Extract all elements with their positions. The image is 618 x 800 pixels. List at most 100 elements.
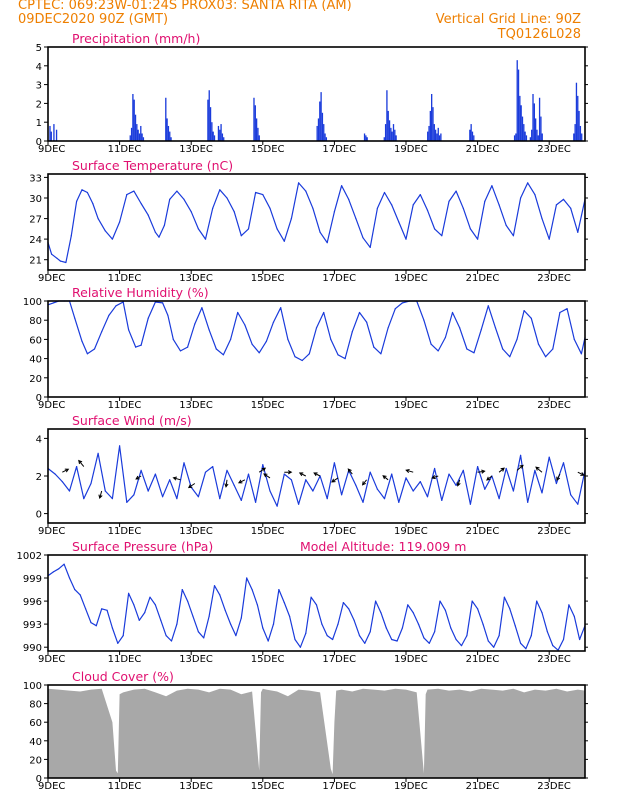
x-tick-label: 21DEC <box>466 781 500 792</box>
precip-bar <box>324 133 326 141</box>
pressure-data-point <box>332 638 334 641</box>
pressure-data-point <box>466 635 468 637</box>
humidity-data-point <box>545 356 547 358</box>
wind-data-point <box>76 466 78 468</box>
precip-bar <box>573 133 575 141</box>
x-tick-label: 21DEC <box>466 526 500 537</box>
temperature-data-point <box>498 204 500 206</box>
y-tick-label: 27 <box>29 215 42 226</box>
precip-bar <box>384 124 387 141</box>
wind-data-point <box>333 462 335 464</box>
humidity-data-point <box>516 338 518 340</box>
humidity-data-point <box>323 311 325 314</box>
humidity-data-point <box>552 348 554 350</box>
x-tick-label: 13DEC <box>179 400 213 411</box>
x-tick-label: 13DEC <box>179 144 213 155</box>
humidity-data-point <box>201 307 203 309</box>
y-tick-label: 40 <box>29 355 42 366</box>
precip-bar <box>212 131 214 141</box>
pressure-data-point <box>181 589 183 591</box>
wind-data-point <box>240 499 242 501</box>
temperature-data-point <box>76 200 78 202</box>
x-tick-label: 23DEC <box>537 400 571 411</box>
temperature-data-point <box>283 240 285 242</box>
wind-data-point <box>247 473 250 475</box>
wind-direction-arrow <box>187 483 196 489</box>
temperature-plot-frame <box>47 173 586 271</box>
pressure-data-point <box>396 640 398 642</box>
x-tick-label: 21DEC <box>466 654 500 665</box>
temperature-data-point <box>348 198 350 200</box>
x-tick-label: 19DEC <box>394 526 428 537</box>
wind-direction-arrow <box>313 472 321 477</box>
wind-direction-arrow <box>486 475 493 481</box>
humidity-data-point <box>437 350 439 352</box>
x-tick-label: 17DEC <box>322 400 356 411</box>
temperature-data-point <box>355 218 357 220</box>
pressure-data-point <box>262 627 264 629</box>
humidity-data-point <box>265 340 267 342</box>
pressure-data-point <box>246 577 248 579</box>
humidity-data-point <box>487 305 489 307</box>
precip-bar <box>383 137 385 141</box>
x-tick-label: 21DEC <box>466 273 500 284</box>
x-tick-label: 9DEC <box>38 273 65 284</box>
humidity-data-point <box>459 327 461 329</box>
x-tick-label: 13DEC <box>179 781 213 792</box>
x-tick-label: 13DEC <box>179 526 213 537</box>
wind-data-point <box>111 498 113 500</box>
temperature-data-point <box>491 185 493 187</box>
pressure-data-point <box>460 645 463 647</box>
wind-data-point <box>119 445 121 447</box>
temperature-data-point <box>405 238 407 240</box>
wind-direction-arrow <box>62 468 70 473</box>
x-tick-label: 21DEC <box>466 144 500 155</box>
y-tick-label: 1 <box>36 118 42 129</box>
pressure-data-point <box>450 627 452 629</box>
precip-bar <box>429 110 432 141</box>
pressure-data-point <box>283 602 285 604</box>
temperature-data-point <box>197 228 199 230</box>
y-tick-label: 4 <box>36 434 42 445</box>
wind-data-point <box>477 466 479 468</box>
wind-data-point <box>255 501 257 503</box>
temperature-data-point <box>219 189 221 191</box>
header-model-code: TQ0126L028 <box>497 27 581 42</box>
wind-direction-arrow <box>258 467 267 473</box>
humidity-data-point <box>401 302 403 304</box>
y-tick-label: 80 <box>29 700 42 711</box>
wind-data-point <box>298 503 300 505</box>
temperature-data-point <box>305 190 307 192</box>
pressure-data-point <box>530 635 532 637</box>
humidity-data-point <box>451 311 454 314</box>
precip-bar <box>386 90 388 141</box>
precip-bar <box>577 95 579 141</box>
temperature-data-point <box>462 207 464 209</box>
y-tick-label: 20 <box>29 755 42 766</box>
humidity-data-point <box>237 311 239 314</box>
wind-data-point <box>505 467 507 470</box>
wind-data-point <box>197 496 199 498</box>
pressure-data-point <box>106 609 108 611</box>
humidity-data-point <box>530 317 532 319</box>
humidity-data-point <box>287 338 289 340</box>
temperature-data-point <box>555 204 558 206</box>
y-tick-label: 0 <box>36 774 42 785</box>
pressure-data-point <box>235 635 237 637</box>
temperature-data-point <box>147 214 149 216</box>
wind-data-point <box>469 503 471 505</box>
pressure-data-point <box>52 571 55 573</box>
temperature-series-line <box>47 182 586 264</box>
precip-bar <box>209 107 212 141</box>
x-tick-label: 15DEC <box>251 400 285 411</box>
humidity-data-point <box>194 323 196 325</box>
wind-direction-arrow <box>431 475 439 480</box>
humidity-data-point <box>162 302 164 304</box>
wind-data-point <box>426 496 429 498</box>
x-tick-label: 9DEC <box>38 526 65 537</box>
pressure-data-point <box>562 638 565 641</box>
temperature-data-point <box>326 242 328 244</box>
humidity-data-point <box>366 321 368 323</box>
temperature-data-point <box>276 228 278 230</box>
temperature-data-point <box>226 197 228 199</box>
